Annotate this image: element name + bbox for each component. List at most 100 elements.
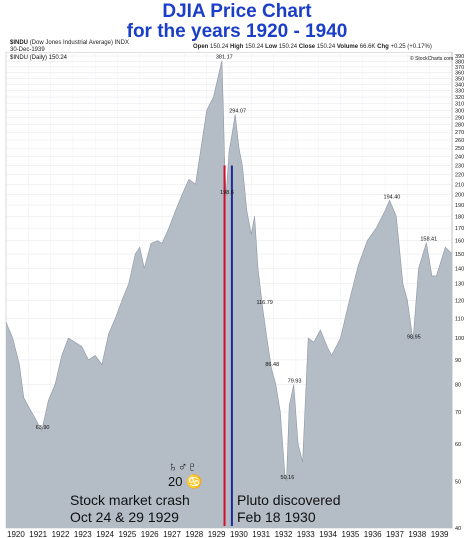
event-lines [223,165,233,526]
y-axis-ticks: 40 50 60 70 80 90 100 110 120 130 140 150 160 170 180 1… [455,54,464,532]
open-value: 150.24 [210,44,229,50]
y-tick-label: 80 [455,382,461,388]
y-tick-label: 240 [455,155,464,161]
high-label: High [230,44,244,50]
x-tick-label: 1931 [252,530,270,538]
y-tick-label: 390 [455,54,464,60]
y-tick-label: 150 [455,252,464,258]
x-tick-label: 1926 [141,530,159,538]
x-tick-label: 1935 [342,530,360,538]
data-label: 86.48 [265,362,279,368]
low-label: Low [265,44,278,50]
y-tick-label: 350 [455,76,464,82]
data-label: 158.41 [420,237,437,243]
y-tick-label: 70 [455,410,461,416]
data-label: 198.6 [220,190,234,196]
y-tick-label: 320 [455,95,464,101]
open-label: Open [193,44,209,50]
data-labels: 381.17 294.07 198.6 116.79 86.48 79.93 50.16 63… [36,55,438,481]
djia-area-chart: 381.17 294.07 198.6 116.79 86.48 79.93 50.16 63… [5,52,464,538]
chg-label: Chg [377,44,389,50]
series-legend: $INDU (Daily) 150.24 [10,55,68,61]
y-tick-label: 130 [455,282,464,288]
x-tick-label: 1932 [275,530,293,538]
data-label: 98.95 [407,334,421,340]
low-value: 150.24 [278,44,298,50]
x-tick-label: 1929 [208,530,226,538]
y-tick-label: 90 [455,358,461,364]
y-tick-label: 100 [455,336,464,342]
data-label: 79.93 [288,379,302,385]
x-tick-label: 1930 [230,530,248,538]
data-label: 116.79 [256,300,272,306]
data-label: 294.07 [229,109,246,115]
y-tick-label: 190 [455,203,464,209]
y-tick-label: 280 [455,123,464,129]
crash-annotation-line2: Oct 24 & 29 1929 [70,509,179,525]
chart-title-line2: for the years 1920 - 1940 [126,21,348,42]
header-date: 30-Dec-1939 [10,47,45,53]
pluto-annotation-line1: Pluto discovered [237,492,341,508]
x-tick-label: 1921 [29,530,47,538]
x-axis-ticks: 1920 1921 1922 1923 1924 1925 1926 1927 1928 1929… [7,530,449,538]
y-tick-label: 120 [455,298,464,304]
x-tick-label: 1928 [185,530,203,538]
volume-value: 66.6K [359,44,376,50]
high-value: 150.24 [245,44,264,50]
pluto-annotation-line2: Feb 18 1930 [237,509,316,525]
data-label: 381.17 [216,55,233,61]
crash-annotation-line1: Stock market crash [70,492,190,508]
y-tick-label: 370 [455,65,464,71]
header-symbol-row: $INDU (Dow Jones Industrial Average) IND… [10,40,129,46]
y-tick-label: 300 [455,108,464,114]
close-value: 150.24 [316,44,336,50]
x-tick-label: 1923 [74,530,92,538]
data-label: 50.16 [281,475,295,481]
y-tick-label: 270 [455,130,464,136]
y-tick-label: 290 [455,115,464,121]
close-label: Close [298,44,316,50]
data-label: 194.40 [384,194,401,200]
x-tick-label: 1937 [386,530,404,538]
y-tick-label: 360 [455,71,464,77]
y-tick-label: 220 [455,173,464,179]
y-tick-label: 170 [455,226,464,232]
planet-glyphs-line1: ♄♂♇ [168,459,197,474]
x-tick-label: 1939 [431,530,449,538]
x-tick-label: 1933 [297,530,315,538]
x-tick-label: 1925 [119,530,137,538]
chart-title-line1: DJIA Price Chart [162,1,312,22]
y-tick-label: 310 [455,102,464,108]
y-tick-label: 40 [455,526,461,532]
planet-glyphs-line2: 20 ♋ [168,474,202,489]
header-exchange: INDX [114,40,129,46]
chg-value: +0.25 (+0.17%) [390,44,432,50]
y-tick-label: 380 [455,59,464,65]
x-tick-label: 1924 [96,530,114,538]
y-tick-label: 50 [455,480,461,486]
y-tick-label: 330 [455,89,464,95]
x-tick-label: 1936 [364,530,382,538]
price-area [6,60,452,528]
y-tick-label: 180 [455,214,464,220]
y-tick-label: 210 [455,182,464,188]
y-tick-label: 200 [455,192,464,198]
header-symbol: $INDU [10,40,29,46]
y-tick-label: 340 [455,82,464,88]
stockcharts-watermark: © StockCharts.com [410,55,453,62]
header-desc: (Dow Jones Industrial Average) [29,40,113,46]
header-quote-row: Open 150.24 High 150.24 Low 150.24 Close… [193,44,432,50]
x-tick-label: 1920 [7,530,25,538]
x-tick-label: 1927 [163,530,181,538]
volume-label: Volume [336,44,359,50]
y-tick-label: 60 [455,442,461,448]
y-tick-label: 230 [455,163,464,169]
y-tick-label: 250 [455,146,464,152]
y-tick-label: 160 [455,239,464,245]
x-tick-label: 1934 [319,530,337,538]
x-tick-label: 1938 [408,530,426,538]
price-line [5,60,453,482]
y-tick-label: 110 [455,316,464,322]
x-tick-label: 1922 [52,530,70,538]
y-tick-label: 140 [455,266,464,272]
